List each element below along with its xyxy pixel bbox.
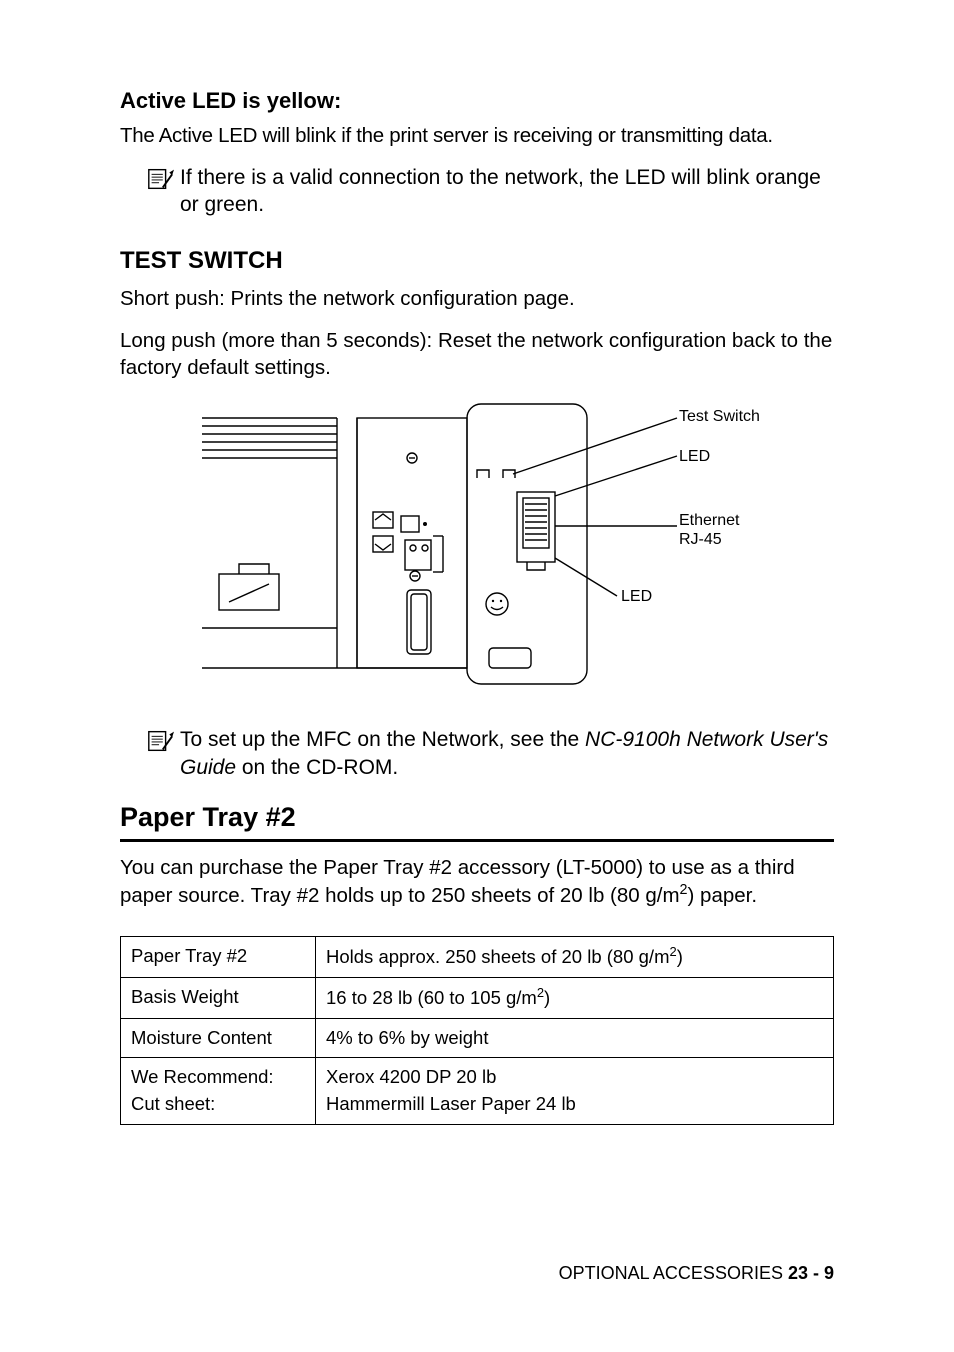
page-footer: OPTIONAL ACCESSORIES 23 - 9 xyxy=(559,1263,834,1284)
label-ethernet: Ethernet RJ-45 xyxy=(679,512,739,549)
label-test-switch: Test Switch xyxy=(679,408,760,426)
note-icon xyxy=(146,166,174,192)
cell-c2: Holds approx. 250 sheets of 20 lb (80 g/… xyxy=(316,936,834,977)
led-note: If there is a valid connection to the ne… xyxy=(120,164,834,219)
spec-table: Paper Tray #2 Holds approx. 250 sheets o… xyxy=(120,936,834,1125)
table-row: Moisture Content 4% to 6% by weight xyxy=(121,1018,834,1058)
table-row: We Recommend: Cut sheet: Xerox 4200 DP 2… xyxy=(121,1058,834,1125)
table-row: Basis Weight 16 to 28 lb (60 to 105 g/m2… xyxy=(121,977,834,1018)
led-note-text: If there is a valid connection to the ne… xyxy=(180,164,834,219)
table-row: Paper Tray #2 Holds approx. 250 sheets o… xyxy=(121,936,834,977)
setup-note: To set up the MFC on the Network, see th… xyxy=(120,726,834,781)
label-led2: LED xyxy=(621,588,652,606)
setup-note-text: To set up the MFC on the Network, see th… xyxy=(180,726,834,781)
cell-c1: Paper Tray #2 xyxy=(121,936,316,977)
test-p1: Short push: Prints the network configura… xyxy=(120,285,834,313)
paper-heading: Paper Tray #2 xyxy=(120,802,834,833)
paper-body: You can purchase the Paper Tray #2 acces… xyxy=(120,854,834,910)
test-heading: TEST SWITCH xyxy=(120,247,834,275)
cell-c2: Xerox 4200 DP 20 lb Hammermill Laser Pap… xyxy=(316,1058,834,1125)
cell-c1: Moisture Content xyxy=(121,1018,316,1058)
cell-c2: 16 to 28 lb (60 to 105 g/m2) xyxy=(316,977,834,1018)
led-body: The Active LED will blink if the print s… xyxy=(120,122,834,150)
cell-c2: 4% to 6% by weight xyxy=(316,1018,834,1058)
rule xyxy=(120,839,834,842)
label-led1: LED xyxy=(679,448,710,466)
test-p2: Long push (more than 5 seconds): Reset t… xyxy=(120,327,834,382)
cell-c1: Basis Weight xyxy=(121,977,316,1018)
diagram: Test Switch LED Ethernet RJ-45 LED xyxy=(177,396,777,696)
note-icon xyxy=(146,728,174,754)
cell-c1: We Recommend: Cut sheet: xyxy=(121,1058,316,1125)
led-heading: Active LED is yellow: xyxy=(120,88,834,114)
